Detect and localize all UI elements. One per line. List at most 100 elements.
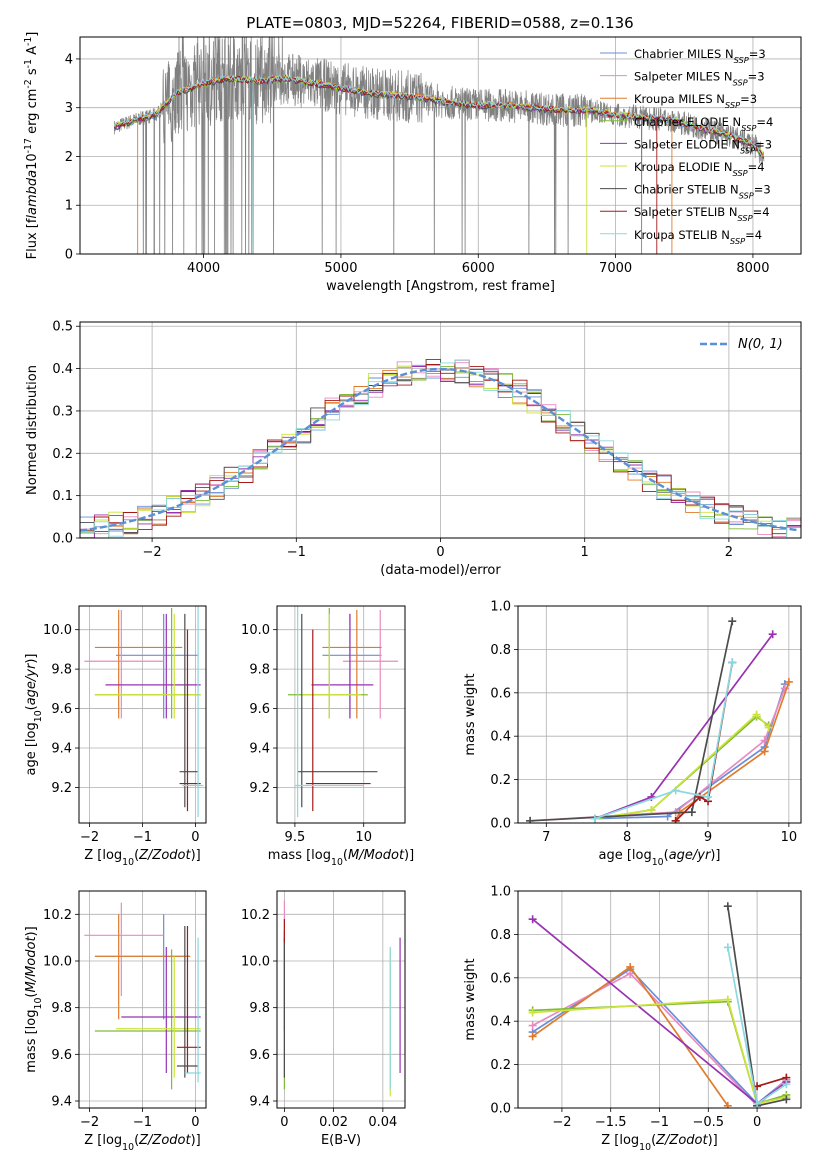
- plot-spectrum: 4000 5000 6000 7000 8000 0 1 2 3 4 wavelength [Ang…: [23, 32, 802, 294]
- legend: Chabrier MILES NSSP=3 Salpeter MILES NSSP…: [600, 47, 773, 246]
- y-tick-label: 1: [65, 199, 73, 214]
- errorbar-point: [179, 629, 201, 812]
- x-tick-label: −1.5: [595, 1115, 627, 1130]
- ticks: −2 −1 0 1 2 0.0 0.1 0.2 0.3 0.4 0.5: [52, 320, 733, 560]
- x-tick-label: 0.04: [368, 1115, 397, 1130]
- weight-series: [756, 1076, 787, 1088]
- weight-point: [528, 1008, 537, 1017]
- x-tick-label: −1: [650, 1115, 669, 1130]
- legend-label: Chabrier ELODIE NSSP=4: [634, 115, 773, 133]
- weight-point: [728, 658, 737, 667]
- x-axis-label: Z [log10(Z/Zodot)]: [84, 1133, 201, 1153]
- weight-series: [674, 681, 790, 822]
- ticks: −2 −1 0 9.2 9.4 9.6 9.8 10.0: [43, 623, 200, 845]
- ticks: 4000 5000 6000 7000 8000 0 1 2 3 4: [65, 52, 770, 276]
- y-tick-label: 0.2: [490, 1058, 511, 1073]
- x-axis-label: mass [log10(M/Modot)]: [268, 848, 414, 868]
- axes-frame: [78, 605, 207, 824]
- y-tick-label: 9.6: [51, 702, 72, 717]
- weight-series: [594, 713, 770, 820]
- y-axis-label: mass weight: [463, 673, 478, 755]
- weight-point: [723, 943, 732, 952]
- errorbar-point: [84, 902, 164, 996]
- weight-point: [671, 816, 680, 823]
- y-tick-label: 3: [65, 101, 73, 116]
- x-tick-label: 0: [436, 545, 444, 560]
- y-axis-label: Flux [flambda10-17 erg cm-2 s-1 A-1]: [23, 32, 41, 260]
- weight-point: [704, 792, 713, 801]
- weight-point: [768, 630, 777, 639]
- errorbar-point: [94, 949, 201, 1090]
- y-tick-label: 9.2: [249, 781, 270, 796]
- gaussian-curve: [80, 367, 799, 532]
- x-tick-label: −2: [80, 1115, 99, 1130]
- grid: [277, 606, 405, 823]
- y-tick-label: 10.0: [43, 623, 72, 638]
- x-tick-label: −2: [143, 545, 162, 560]
- y-tick-label: 9.2: [51, 781, 72, 796]
- y-tick-label: 0.5: [52, 320, 73, 335]
- errorbar-point: [322, 609, 382, 719]
- y-tick-label: 0.2: [52, 447, 73, 462]
- plot-weight-vs-Z: −2 −1.5 −1 −0.5 0 0.0 0.2 0.4 0.6 0.8 1.0 Z [log10(…: [463, 885, 802, 1153]
- y-tick-label: 9.4: [51, 1095, 72, 1110]
- weight-point: [753, 1099, 762, 1108]
- plot-area: [528, 902, 791, 1108]
- weight-point: [528, 915, 537, 924]
- y-tick-label: 9.4: [249, 742, 270, 757]
- legend-label: Salpeter ELODIE NSSP=3: [634, 137, 772, 155]
- y-tick-label: 0.0: [52, 532, 73, 547]
- y-tick-label: 0.2: [490, 773, 511, 788]
- x-tick-label: 7: [542, 830, 550, 845]
- x-tick-label: 1: [581, 545, 589, 560]
- y-tick-label: 0.4: [52, 362, 73, 377]
- y-axis-label: age [log10(age/yr)]: [24, 653, 44, 775]
- legend-label: Kroupa ELODIE NSSP=4: [634, 160, 765, 178]
- x-axis-label: (data-model)/error: [380, 563, 501, 578]
- y-tick-label: 0.4: [490, 730, 511, 745]
- grid: [277, 891, 405, 1108]
- weight-point: [671, 786, 680, 795]
- x-tick-label: 10: [781, 830, 798, 845]
- plot-mass-vs-ebv: 0 0.02 0.04 9.4 9.6 9.8 10.0 10.2 E(B-V): [241, 890, 406, 1148]
- ticks: −2 −1 0 9.4 9.6 9.8 10.0 10.2: [43, 908, 200, 1130]
- x-axis-label: wavelength [Angstrom, rest frame]: [326, 279, 555, 294]
- weight-point: [590, 814, 599, 823]
- y-tick-label: 9.6: [51, 1048, 72, 1063]
- ticks: −2 −1.5 −1 −0.5 0 0.0 0.2 0.4 0.6 0.8 1.0: [490, 885, 761, 1131]
- legend-label: Kroupa STELIB NSSP=4: [634, 228, 762, 246]
- x-tick-label: 0: [753, 1115, 761, 1130]
- x-tick-label: 0: [191, 830, 199, 845]
- x-tick-label: 0: [280, 1115, 288, 1130]
- errorbar-point: [94, 613, 201, 719]
- errorbar-point: [305, 629, 371, 812]
- x-tick-label: −0.5: [693, 1115, 725, 1130]
- x-tick-label: 2: [725, 545, 733, 560]
- errorbar-point: [294, 606, 364, 818]
- errorbar-point: [311, 613, 374, 719]
- y-tick-label: 9.6: [249, 702, 270, 717]
- weight-point: [528, 1021, 537, 1030]
- ticks: 9.5 10 9.2 9.4 9.6 9.8 10.0: [241, 623, 372, 845]
- y-tick-label: 0.0: [490, 817, 511, 832]
- axes-frame: [79, 36, 802, 255]
- y-tick-label: 0.1: [52, 489, 73, 504]
- y-tick-label: 10.0: [241, 623, 270, 638]
- plot-area: [288, 606, 399, 818]
- errorbar-point: [343, 609, 399, 719]
- axes-frame: [517, 605, 802, 824]
- errorbar-point: [184, 937, 201, 1083]
- y-tick-label: 0.4: [490, 1015, 511, 1030]
- plot-area: [283, 900, 401, 1097]
- y-tick-label: 1.0: [490, 600, 511, 615]
- y-tick-label: 0.8: [490, 643, 511, 658]
- x-tick-label: 10: [355, 830, 372, 845]
- plot-area: [113, 37, 765, 254]
- weight-point: [760, 736, 769, 745]
- weight-point: [764, 723, 773, 732]
- axes-frame: [517, 890, 802, 1109]
- plot-area: [526, 617, 793, 823]
- legend-label: Chabrier MILES NSSP=3: [634, 47, 766, 65]
